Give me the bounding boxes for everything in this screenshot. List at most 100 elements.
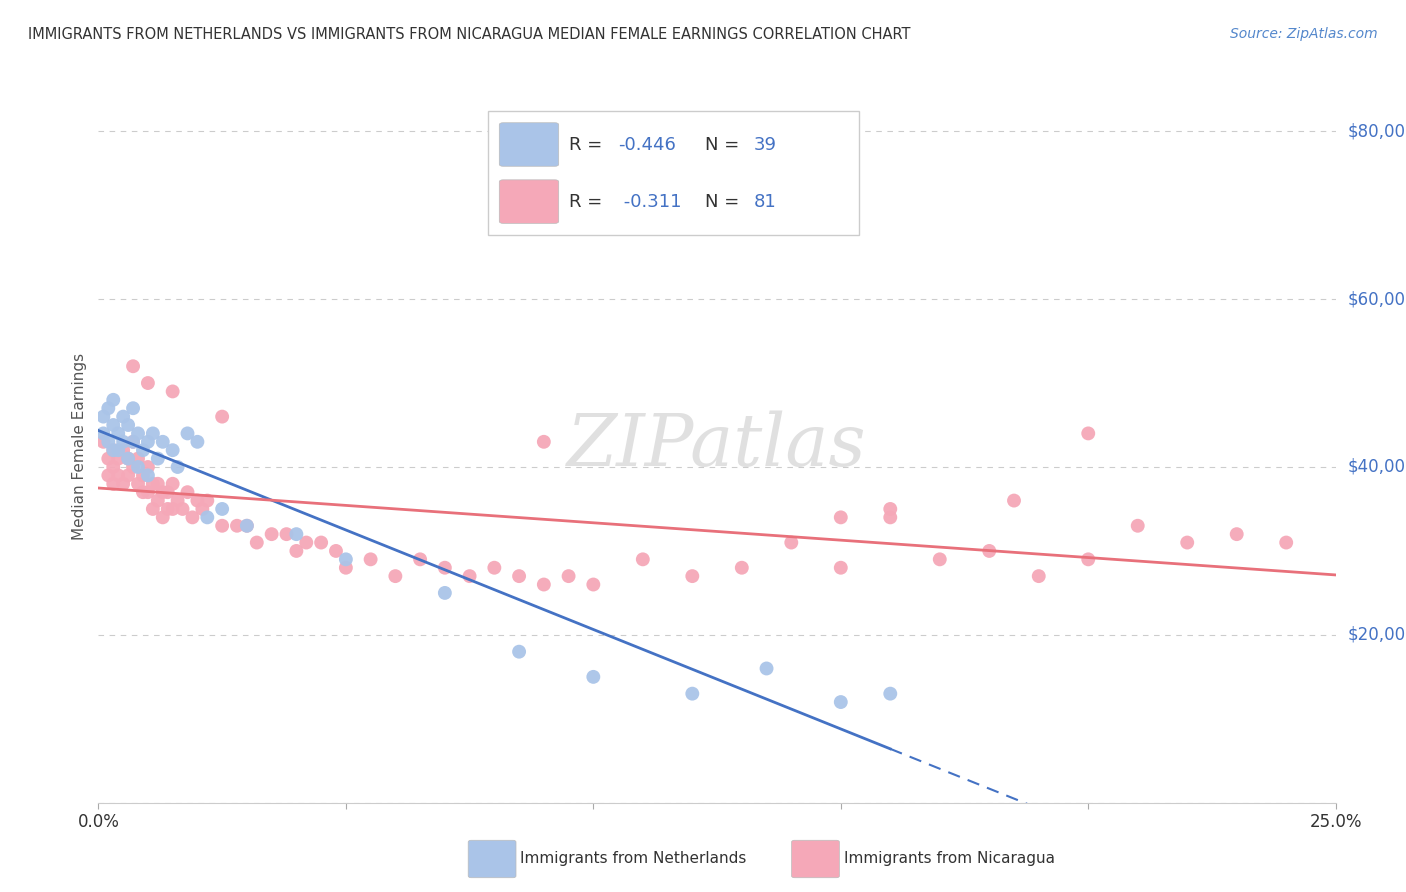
Point	[276, 527, 298, 541]
Point	[142, 476, 165, 491]
Point	[162, 476, 184, 491]
Text: R =: R =	[568, 193, 607, 211]
Point	[93, 409, 115, 424]
Point	[191, 502, 214, 516]
Point	[433, 586, 456, 600]
Point	[122, 434, 145, 449]
Point	[181, 510, 204, 524]
Point	[112, 443, 135, 458]
Text: $80,000: $80,000	[1348, 122, 1406, 140]
Point	[236, 518, 259, 533]
Point	[136, 468, 159, 483]
Point	[112, 476, 135, 491]
Point	[260, 527, 283, 541]
Point	[285, 544, 308, 558]
Point	[107, 451, 129, 466]
Point	[97, 451, 120, 466]
Text: 81: 81	[754, 193, 778, 211]
Point	[533, 577, 555, 591]
Point	[127, 476, 149, 491]
Point	[117, 417, 139, 432]
Text: Immigrants from Nicaragua: Immigrants from Nicaragua	[844, 852, 1054, 866]
Point	[162, 502, 184, 516]
Point	[127, 451, 149, 466]
Point	[166, 460, 188, 475]
Text: N =: N =	[704, 136, 745, 153]
Text: $20,000: $20,000	[1348, 626, 1406, 644]
Point	[879, 502, 901, 516]
Point	[830, 695, 852, 709]
Point	[136, 434, 159, 449]
Text: -0.446: -0.446	[619, 136, 676, 153]
Point	[433, 560, 456, 574]
Point	[156, 502, 179, 516]
Point	[484, 560, 506, 574]
Point	[830, 510, 852, 524]
Point	[107, 426, 129, 441]
Point	[132, 443, 155, 458]
Point	[557, 569, 579, 583]
Point	[156, 485, 179, 500]
Point	[176, 485, 198, 500]
Text: $60,000: $60,000	[1348, 290, 1406, 308]
Point	[136, 460, 159, 475]
Point	[117, 451, 139, 466]
Point	[533, 434, 555, 449]
Point	[335, 552, 357, 566]
Point	[236, 518, 259, 533]
Point	[122, 434, 145, 449]
Point	[97, 401, 120, 416]
Point	[122, 359, 145, 374]
Point	[107, 443, 129, 458]
Point	[103, 392, 125, 407]
Point	[979, 544, 1001, 558]
Point	[152, 434, 174, 449]
Point	[117, 468, 139, 483]
Point	[122, 460, 145, 475]
Point	[631, 552, 654, 566]
Point	[142, 426, 165, 441]
Point	[409, 552, 432, 566]
Point	[879, 510, 901, 524]
FancyBboxPatch shape	[499, 180, 558, 223]
Point	[195, 510, 218, 524]
Point	[127, 426, 149, 441]
Point	[211, 409, 233, 424]
Point	[103, 443, 125, 458]
Text: $40,000: $40,000	[1348, 458, 1406, 476]
Text: Immigrants from Netherlands: Immigrants from Netherlands	[520, 852, 747, 866]
Text: -0.311: -0.311	[619, 193, 682, 211]
Point	[1175, 535, 1198, 549]
Point	[226, 518, 249, 533]
Point	[1275, 535, 1298, 549]
Point	[152, 485, 174, 500]
Point	[172, 502, 194, 516]
Point	[146, 451, 169, 466]
Point	[1028, 569, 1050, 583]
Point	[97, 434, 120, 449]
FancyBboxPatch shape	[488, 111, 859, 235]
Point	[136, 485, 159, 500]
Point	[146, 476, 169, 491]
Point	[112, 434, 135, 449]
Point	[928, 552, 950, 566]
Point	[162, 384, 184, 399]
Point	[136, 376, 159, 390]
Point	[360, 552, 382, 566]
Point	[132, 485, 155, 500]
Point	[879, 687, 901, 701]
Point	[1126, 518, 1149, 533]
Point	[309, 535, 332, 549]
Point	[176, 426, 198, 441]
Point	[162, 443, 184, 458]
Point	[325, 544, 347, 558]
Point	[1002, 493, 1025, 508]
Point	[335, 560, 357, 574]
Text: ZIPatlas: ZIPatlas	[567, 410, 868, 482]
Point	[122, 401, 145, 416]
Point	[195, 493, 218, 508]
Point	[780, 535, 803, 549]
Point	[103, 443, 125, 458]
Point	[186, 493, 208, 508]
Y-axis label: Median Female Earnings: Median Female Earnings	[72, 352, 87, 540]
